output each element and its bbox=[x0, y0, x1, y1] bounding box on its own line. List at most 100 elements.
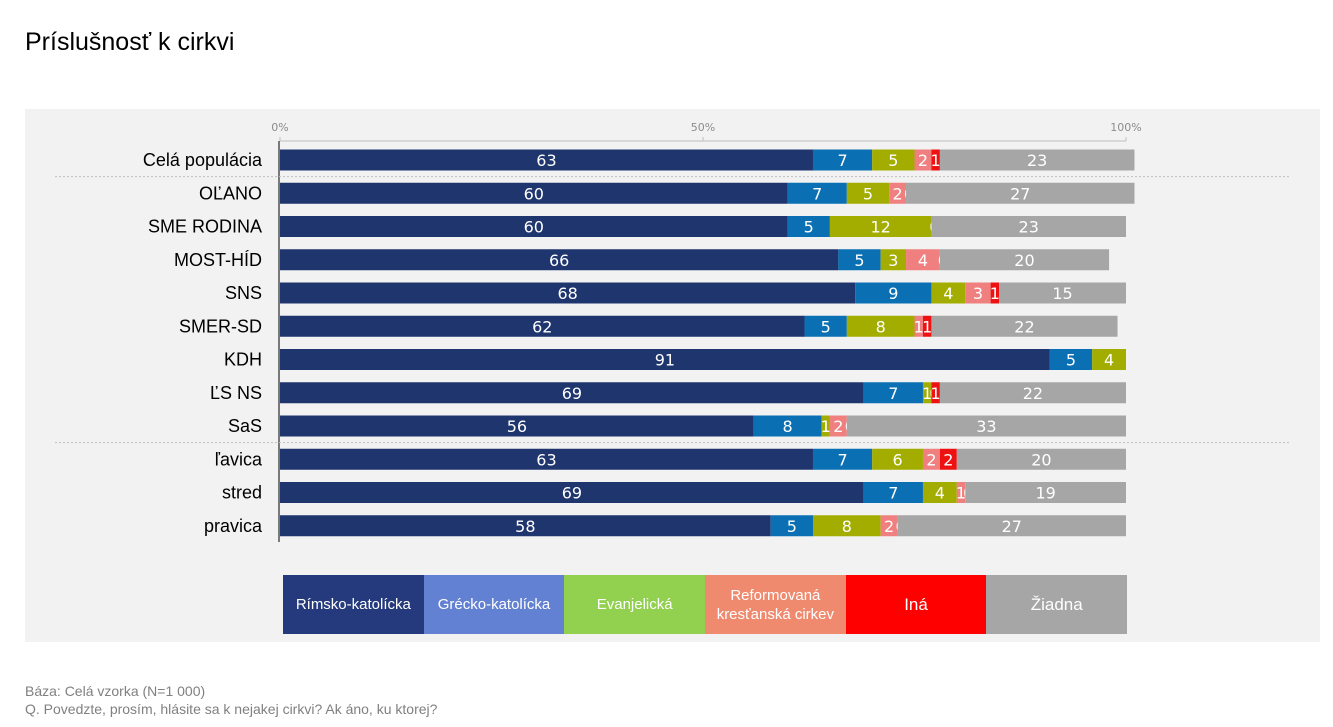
data-label: 19 bbox=[1035, 484, 1055, 503]
bar-segment bbox=[863, 382, 923, 404]
data-label: 3 bbox=[973, 284, 983, 303]
bar-segment bbox=[812, 515, 881, 537]
bar-segment bbox=[931, 382, 940, 404]
bar-segment bbox=[990, 282, 1000, 304]
bar-segment bbox=[863, 482, 923, 503]
data-label: 60 bbox=[524, 218, 544, 237]
bar-segment bbox=[280, 515, 771, 537]
bar-segment bbox=[787, 216, 830, 237]
bar-segment bbox=[914, 315, 923, 337]
bar-segment bbox=[880, 515, 898, 537]
data-label: 60 bbox=[524, 184, 544, 203]
data-label: 5 bbox=[821, 317, 831, 336]
data-label: 4 bbox=[943, 284, 953, 303]
data-label: 5 bbox=[888, 151, 898, 170]
data-label: 33 bbox=[976, 417, 996, 436]
data-label: 5 bbox=[787, 517, 797, 536]
data-label: 1 bbox=[931, 151, 941, 170]
data-label: 27 bbox=[1002, 517, 1022, 536]
bar-segment bbox=[280, 448, 813, 470]
data-label: 20 bbox=[1031, 450, 1051, 469]
bar-segment bbox=[846, 415, 1126, 437]
bar-segment bbox=[280, 282, 856, 304]
bar-segment bbox=[965, 482, 1126, 503]
data-label: 69 bbox=[562, 484, 582, 503]
data-label: 1 bbox=[931, 384, 941, 403]
bar-segment bbox=[872, 448, 923, 470]
bar-segment bbox=[1092, 349, 1126, 370]
bar-segment bbox=[897, 515, 1126, 537]
data-label: 1 bbox=[914, 317, 924, 336]
bar-segment bbox=[770, 515, 813, 537]
bar-segment bbox=[922, 482, 957, 503]
bar-segment bbox=[280, 249, 839, 271]
bar-segment bbox=[922, 448, 940, 470]
bar-segment bbox=[922, 382, 932, 404]
data-label: 5 bbox=[854, 251, 864, 270]
category-label: SaS bbox=[228, 416, 262, 436]
data-label: 2 bbox=[918, 151, 928, 170]
bar-segment bbox=[931, 282, 966, 304]
category-label: SME RODINA bbox=[148, 217, 262, 237]
data-label: 62 bbox=[532, 317, 552, 336]
data-label: 12 bbox=[870, 218, 890, 237]
data-label: 8 bbox=[842, 517, 852, 536]
data-label: 7 bbox=[888, 384, 898, 403]
bar-segment bbox=[280, 349, 1050, 370]
bar-segment bbox=[889, 182, 907, 204]
question-note: Q. Povedzte, prosím, hlásite sa k nejake… bbox=[25, 701, 438, 717]
data-label: 2 bbox=[926, 450, 936, 469]
bar-segment bbox=[931, 315, 1118, 337]
chart-legend: Rímsko-katolícka Grécko-katolícka Evanjeli… bbox=[283, 575, 1128, 634]
bar-segment bbox=[812, 448, 873, 470]
x-tick-label: 0% bbox=[271, 121, 288, 134]
data-label: 2 bbox=[943, 450, 953, 469]
legend-item: Evanjelická bbox=[564, 575, 706, 634]
bar-segment bbox=[821, 415, 830, 437]
bar-segment bbox=[280, 149, 813, 171]
data-label: 1 bbox=[922, 384, 932, 403]
bar-segment bbox=[804, 315, 847, 337]
data-label: 1 bbox=[922, 317, 932, 336]
data-label: 1 bbox=[821, 417, 831, 436]
data-label: 23 bbox=[1019, 218, 1039, 237]
category-label: SMER-SD bbox=[179, 316, 262, 336]
bar-segment bbox=[939, 448, 957, 470]
data-label: 8 bbox=[876, 317, 886, 336]
data-label: 6 bbox=[892, 450, 902, 469]
bar-segment bbox=[906, 249, 940, 271]
bar-segment bbox=[939, 382, 1126, 404]
data-label: 2 bbox=[892, 184, 902, 203]
data-label: 8 bbox=[783, 417, 793, 436]
bar-segment bbox=[872, 149, 915, 171]
bar-segment bbox=[931, 216, 1126, 237]
bar-segment bbox=[914, 149, 932, 171]
legend-item: Žiadna bbox=[986, 575, 1128, 634]
data-label: 3 bbox=[888, 251, 898, 270]
category-label: ľavica bbox=[215, 449, 263, 469]
bar-segment bbox=[280, 415, 754, 437]
bar-segment bbox=[753, 415, 822, 437]
x-tick-label: 100% bbox=[1110, 121, 1141, 134]
data-label: 7 bbox=[812, 184, 822, 203]
bar-segment bbox=[280, 382, 864, 404]
data-label: 56 bbox=[507, 417, 527, 436]
legend-item: Reformovaná kresťanská cirkev bbox=[705, 575, 846, 634]
data-label: 91 bbox=[655, 351, 675, 370]
data-label: 22 bbox=[1023, 384, 1043, 403]
bar-segment bbox=[965, 282, 991, 304]
category-label: pravica bbox=[204, 516, 263, 536]
x-tick-label: 50% bbox=[691, 121, 715, 134]
data-label: 4 bbox=[935, 484, 945, 503]
data-label: 4 bbox=[918, 251, 928, 270]
data-label: 63 bbox=[536, 450, 556, 469]
bar-segment bbox=[280, 182, 788, 204]
bar-segment bbox=[931, 149, 940, 171]
data-label: 9 bbox=[888, 284, 898, 303]
bar-segment bbox=[280, 482, 864, 503]
bar-segment bbox=[838, 249, 881, 271]
bar-segment bbox=[956, 448, 1126, 470]
bar-segment bbox=[855, 282, 932, 304]
bar-segment bbox=[787, 182, 847, 204]
data-label: 20 bbox=[1014, 251, 1034, 270]
